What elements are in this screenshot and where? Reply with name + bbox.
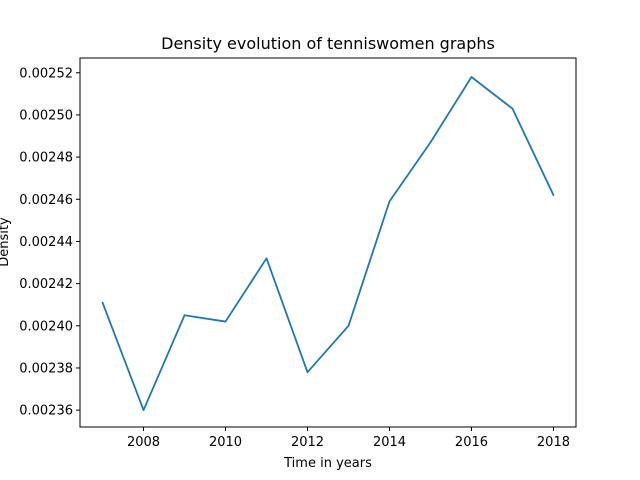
x-tick-label: 2014 [373, 435, 406, 450]
x-tick-label: 2016 [455, 435, 488, 450]
plot-area [80, 58, 576, 427]
series-layer [101, 76, 555, 412]
x-axis-title: Time in years [283, 456, 372, 471]
x-tick-label: 2008 [127, 435, 160, 450]
y-tick-label: 0.00238 [19, 361, 73, 376]
x-tick-label: 2010 [209, 435, 242, 450]
chart-title: Density evolution of tenniswomen graphs [161, 34, 495, 53]
x-tick-label: 2012 [291, 435, 324, 450]
y-tick-label: 0.00250 [19, 108, 73, 123]
y-tick-label: 0.00246 [19, 193, 73, 208]
y-tick-label: 0.00236 [19, 404, 73, 419]
plot-frame [79, 57, 577, 428]
y-tick-label: 0.00242 [19, 277, 73, 292]
y-axis-title: Density [0, 217, 12, 267]
x-axis-ticks: 2008 2010 2012 2014 2016 2018 [127, 427, 570, 450]
y-tick-label: 0.00252 [19, 66, 73, 81]
y-tick-label: 0.00244 [19, 235, 73, 250]
y-tick-label: 0.00240 [19, 319, 73, 334]
y-axis-ticks: 0.00236 0.00238 0.00240 0.00242 0.00244 0.002… [19, 66, 80, 419]
y-tick-label: 0.00248 [19, 151, 73, 166]
density-series-line [101, 76, 555, 412]
x-tick-label: 2018 [537, 435, 570, 450]
